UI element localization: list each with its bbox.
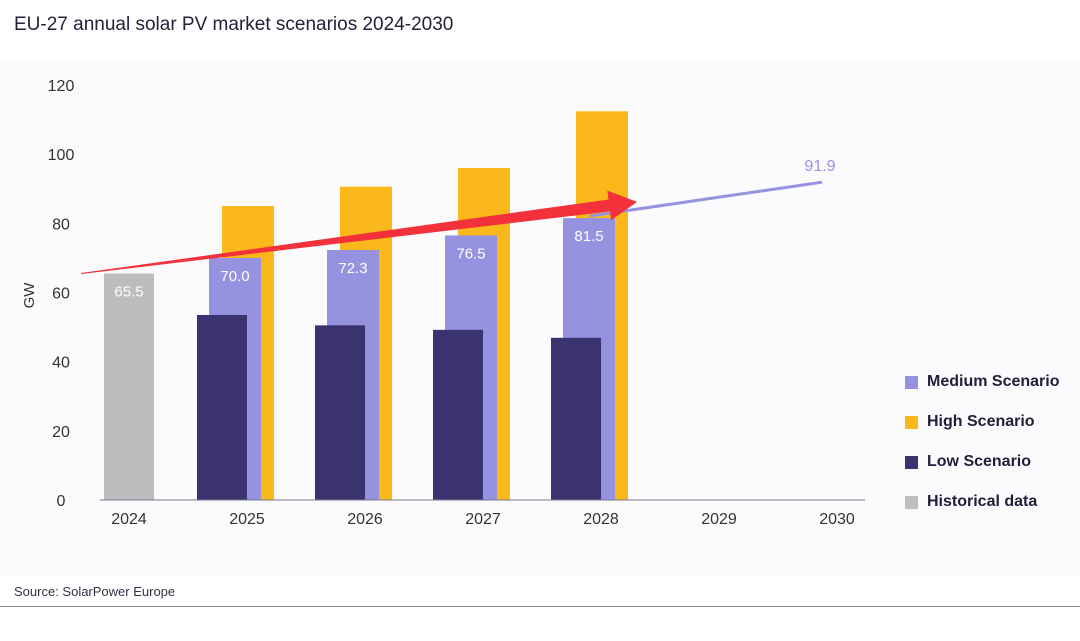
source-note: Source: SolarPower Europe <box>14 584 176 599</box>
data-label-medium-2028: 81.5 <box>574 228 603 245</box>
x-tick-label-2024: 2024 <box>111 511 147 528</box>
bar-low-2027 <box>433 329 483 500</box>
trend-end-label: 91.9 <box>804 158 835 175</box>
bar-historical-2024 <box>104 273 154 500</box>
legend-swatch-medium <box>905 375 918 389</box>
x-tick-label-2030: 2030 <box>819 511 855 528</box>
growth-arrow <box>80 190 637 274</box>
legend-item-medium: Medium Scenario <box>905 362 1059 402</box>
chart-title: EU-27 annual solar PV market scenarios 2… <box>14 14 454 35</box>
legend-item-high: High Scenario <box>905 402 1059 442</box>
footer-divider <box>0 606 1080 607</box>
plot-background <box>0 62 1080 577</box>
legend-label-medium: Medium Scenario <box>927 373 1060 390</box>
legend-swatch-historical <box>905 495 918 509</box>
data-label-historical-2024: 65.5 <box>114 283 143 300</box>
bar-low-2026 <box>315 325 365 500</box>
y-tick-label-100: 100 <box>48 147 75 164</box>
y-tick-label-120: 120 <box>48 78 75 95</box>
legend-swatch-high <box>905 415 918 429</box>
x-tick-label-2028: 2028 <box>583 511 619 528</box>
legend: Medium Scenario High Scenario Low Scenar… <box>905 362 1059 522</box>
y-tick-label-0: 0 <box>57 493 66 510</box>
y-tick-label-60: 60 <box>52 286 70 303</box>
bar-low-2028 <box>551 337 601 500</box>
x-tick-label-2026: 2026 <box>347 511 383 528</box>
legend-label-high: High Scenario <box>927 413 1035 430</box>
legend-item-low: Low Scenario <box>905 442 1059 482</box>
x-tick-label-2027: 2027 <box>465 511 501 528</box>
data-label-medium-2025: 70.0 <box>220 268 249 285</box>
y-tick-label-20: 20 <box>52 424 70 441</box>
x-tick-label-2029: 2029 <box>701 511 737 528</box>
legend-item-historical: Historical data <box>905 482 1059 522</box>
y-tick-label-80: 80 <box>52 216 70 233</box>
y-axis-label: GW <box>21 282 38 309</box>
data-label-medium-2027: 76.5 <box>456 245 485 262</box>
x-tick-label-2025: 2025 <box>229 511 265 528</box>
data-label-medium-2026: 72.3 <box>338 260 367 277</box>
trend-line <box>588 180 823 218</box>
y-tick-label-40: 40 <box>52 355 70 372</box>
legend-label-low: Low Scenario <box>927 453 1032 470</box>
bar-low-2025 <box>197 314 247 500</box>
legend-label-historical: Historical data <box>927 493 1038 510</box>
legend-swatch-low <box>905 455 918 469</box>
